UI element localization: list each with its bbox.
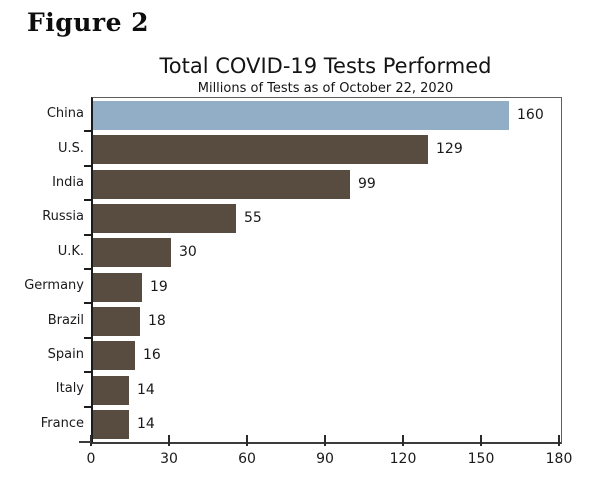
x-axis-tick [402,435,404,446]
bar-india [93,170,350,199]
x-tick-label-120: 120 [389,451,417,467]
bar-spain [93,341,135,370]
value-label-spain: 16 [143,347,161,363]
bar-china [93,101,509,130]
bar-u-s [93,135,428,164]
y-axis-tick [84,302,91,304]
x-axis-tick [246,435,248,446]
x-tick-label-180: 180 [545,451,573,467]
y-axis-tick [84,268,91,270]
y-axis-tick [84,337,91,339]
value-label-india: 99 [358,176,376,192]
x-axis-tick [168,435,170,446]
y-axis-tick [84,234,91,236]
y-axis-tick [84,130,91,132]
value-label-germany: 19 [150,279,168,295]
x-tick-label-150: 150 [467,451,495,467]
x-axis-tick [324,435,326,446]
x-tick-label-0: 0 [86,451,96,467]
category-label-brazil: Brazil [47,313,84,328]
x-tick-label-30: 30 [160,451,178,467]
x-tick-label-60: 60 [238,451,256,467]
chart-subtitle: Millions of Tests as of October 22, 2020 [197,81,454,96]
value-label-brazil: 18 [148,313,166,329]
y-axis-tick [84,165,91,167]
x-axis-tick [480,435,482,446]
x-tick-label-90: 90 [316,451,334,467]
category-label-u-s: U.S. [57,141,84,156]
x-axis-tick [558,435,560,446]
category-label-france: France [40,416,84,431]
category-label-germany: Germany [24,278,84,293]
value-label-china: 160 [517,107,544,123]
value-label-u-s: 129 [436,141,463,157]
bar-italy [93,376,129,405]
bar-france [93,410,129,439]
x-axis-tick [90,435,92,446]
category-label-china: China [46,106,84,121]
y-axis-tick [84,199,91,201]
value-label-france: 14 [137,416,155,432]
value-label-italy: 14 [137,382,155,398]
plot-area: 160 129 99 55 30 19 18 16 14 14 [91,97,562,444]
category-label-india: India [52,175,84,190]
y-axis-tick [84,406,91,408]
bar-germany [93,273,142,302]
category-label-italy: Italy [55,381,84,396]
category-label-u-k: U.K. [57,244,84,259]
value-label-russia: 55 [244,210,262,226]
value-label-u-k: 30 [179,244,197,260]
figure-label: Figure 2 [27,8,150,37]
chart-title: Total COVID-19 Tests Performed [159,54,492,78]
bar-brazil [93,307,140,336]
category-label-russia: Russia [42,209,84,224]
bar-russia [93,204,236,233]
y-axis-tick [84,371,91,373]
category-label-spain: Spain [47,347,84,362]
bar-u-k [93,238,171,267]
x-axis-extension [79,441,91,443]
